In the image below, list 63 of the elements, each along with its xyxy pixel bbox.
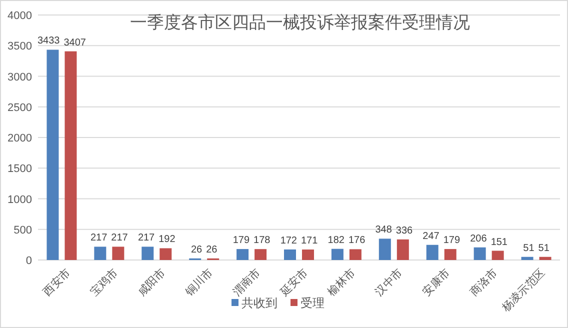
data-label: 348 — [375, 224, 392, 236]
data-label: 3407 — [64, 37, 86, 48]
data-label: 176 — [348, 235, 366, 246]
y-tick-label: 0 — [26, 255, 32, 267]
data-label: 172 — [280, 235, 298, 246]
x-tick-label: 宝鸡市 — [88, 266, 120, 299]
bar — [64, 51, 77, 260]
x-tick-label: 汉中市 — [372, 266, 406, 299]
bar — [331, 248, 344, 260]
bar — [521, 256, 534, 260]
bar — [492, 250, 504, 260]
legend-label: 受理 — [300, 296, 324, 310]
y-tick-label: 4000 — [8, 10, 32, 22]
x-tick-label: 安康市 — [420, 266, 453, 299]
bar — [160, 248, 172, 260]
x-tick-label: 铜川市 — [182, 266, 216, 300]
data-label: 217 — [138, 232, 156, 244]
bar — [254, 249, 267, 260]
y-tick-label: 3000 — [8, 71, 32, 84]
bar — [444, 249, 456, 260]
y-tick-label: 2500 — [8, 102, 32, 114]
bar — [112, 246, 124, 260]
bar — [396, 239, 409, 260]
x-tick-label: 杨凌示范区 — [498, 266, 548, 315]
data-label: 182 — [328, 234, 345, 246]
legend-label: 共收到 — [242, 296, 278, 310]
data-label: 217 — [111, 232, 128, 244]
data-label: 217 — [90, 232, 108, 244]
data-label: 179 — [232, 235, 250, 246]
x-tick-label: 西安市 — [40, 266, 73, 299]
bar — [378, 238, 391, 260]
data-label: 151 — [490, 236, 508, 248]
data-label: 247 — [422, 230, 440, 242]
y-tick-label: 2000 — [8, 132, 32, 144]
bar — [284, 249, 296, 260]
data-label: 51 — [538, 242, 550, 254]
data-label: 51 — [523, 242, 535, 254]
data-label: 192 — [158, 234, 176, 246]
x-tick-label: 榆林市 — [325, 266, 358, 299]
data-label: 26 — [190, 244, 203, 256]
data-label: 26 — [206, 244, 218, 256]
data-label: 336 — [396, 225, 414, 236]
bar — [46, 50, 59, 260]
data-label: 171 — [301, 236, 318, 247]
bar — [302, 250, 314, 260]
x-tick-label: 商洛市 — [468, 266, 500, 299]
chart-title: 一季度各市区四品一械投诉举报案件受理情况 — [130, 13, 470, 32]
x-tick-label: 咸阳市 — [135, 266, 168, 299]
data-label: 206 — [470, 233, 488, 244]
bar — [349, 249, 362, 260]
bar — [236, 249, 249, 260]
y-tick-label: 1000 — [8, 194, 32, 206]
bar — [539, 256, 552, 260]
bar — [94, 246, 106, 260]
y-tick-label: 500 — [14, 224, 32, 236]
data-label: 179 — [443, 235, 460, 246]
bar — [142, 246, 154, 260]
bar — [426, 244, 438, 260]
y-tick-label: 1500 — [8, 163, 32, 176]
y-tick-label: 3500 — [8, 40, 32, 53]
data-label: 178 — [254, 235, 271, 246]
bar — [474, 247, 486, 260]
data-label: 3433 — [37, 36, 60, 47]
